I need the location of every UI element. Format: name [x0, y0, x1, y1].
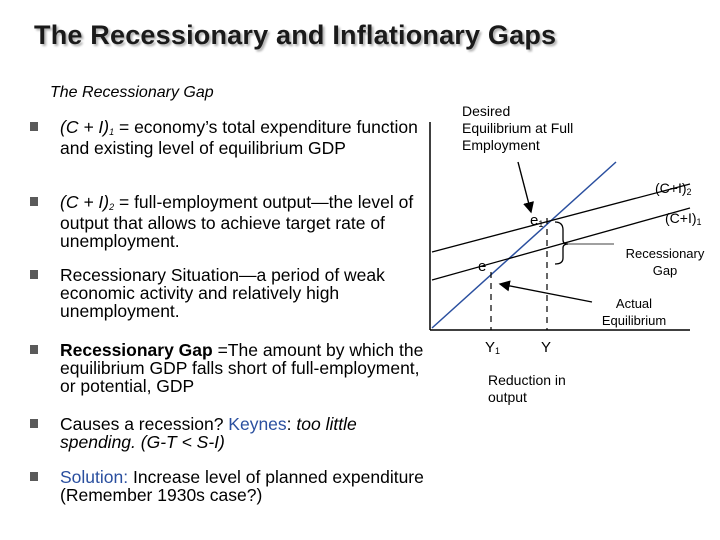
e1-label-text: e	[530, 212, 539, 229]
actual-label-line1: Actual	[615, 296, 653, 311]
y1-label-subscript: 1	[495, 346, 501, 356]
c1-label-text: (C+I)	[665, 210, 697, 226]
bullet-text: (C + I)2 = full-employment output—the le…	[60, 193, 435, 250]
bullet-text: (C + I)1 = economy’s total expenditure f…	[60, 118, 435, 157]
desired-label-line3: Employment	[462, 137, 540, 153]
section-subtitle: The Recessionary Gap	[50, 84, 214, 101]
expenditure-curve-1	[431, 207, 691, 281]
y1-axis-label: Y1	[485, 339, 500, 358]
gap-label-line1: Recessionary	[625, 246, 705, 261]
bullet-marker-icon	[30, 345, 38, 354]
keynes-label: Keynes	[228, 414, 287, 434]
recessionary-gap-label: Recessionary Gap	[622, 245, 708, 279]
bullet-term: (C + I)	[60, 192, 110, 212]
actual-equilibrium-arrow	[498, 280, 593, 303]
y1-label-text: Y	[485, 339, 496, 356]
bullet-marker-icon	[30, 122, 38, 131]
desired-label-line2: Equilibrium at Full	[462, 120, 574, 136]
desired-equilibrium-arrow	[517, 161, 534, 214]
c2-label-text: (C+I)	[655, 180, 687, 196]
bullet-term: Recessionary Gap	[60, 340, 213, 360]
actual-label-line2: Equilibrium	[601, 313, 667, 328]
bullet-answer: too little spending. (G-T < S-I)	[60, 414, 357, 452]
actual-equilibrium-label: Actual Equilibrium	[594, 295, 674, 329]
bullet-definition: = full-employment output—the level of ou…	[60, 192, 414, 251]
bullet-definition: Increase level of planned expenditure (R…	[60, 467, 424, 505]
bullet-marker-icon	[30, 270, 38, 279]
forty-five-degree-line	[431, 161, 617, 329]
reduction-label-line2: output	[488, 389, 527, 405]
e-point-label: e	[478, 258, 487, 275]
bullet-term-subscript: 2	[109, 202, 115, 212]
page-title: The Recessionary and Inflationary Gaps	[34, 20, 557, 50]
desired-equilibrium-label: Desired Equilibrium at Full Employment	[462, 103, 573, 154]
bullet-marker-icon	[30, 472, 38, 481]
solution-label: Solution:	[60, 467, 129, 487]
y-axis-label: Y	[541, 339, 552, 356]
bullet-term: (C + I)	[60, 117, 110, 137]
bullet-definition: = economy’s total expenditure function a…	[60, 117, 418, 158]
desired-label-line1: Desired	[462, 103, 511, 119]
bullet-marker-icon	[30, 419, 38, 428]
reduction-in-output-label: Reduction in output	[488, 372, 566, 406]
gap-label-line2: Gap	[652, 263, 678, 278]
c1-curve-label: (C+I)1	[665, 210, 702, 229]
bullet-colon: :	[286, 414, 297, 434]
bullet-text: Causes a recession? Keynes: too little s…	[60, 415, 435, 451]
e1-point-label: e1	[530, 212, 543, 231]
e1-label-subscript: 1	[538, 219, 544, 229]
reduction-label-line1: Reduction in	[488, 372, 566, 388]
bullet-text: Recessionary Gap =The amount by which th…	[60, 341, 435, 395]
expenditure-curve-2	[431, 183, 691, 253]
bullet-definition: =The amount by which the equilibrium GDP…	[60, 340, 424, 396]
bullet-text: Recessionary Situation—a period of weak …	[60, 265, 385, 321]
c2-label-subscript: 2	[686, 187, 692, 197]
bullet-marker-icon	[30, 197, 38, 206]
bullet-text: Solution: Increase level of planned expe…	[60, 468, 435, 504]
c1-label-subscript: 1	[696, 217, 702, 227]
bullet-question: Causes a recession?	[60, 414, 229, 434]
bullet-term-subscript: 1	[109, 127, 115, 137]
c2-curve-label: (C+I)2	[655, 180, 692, 199]
